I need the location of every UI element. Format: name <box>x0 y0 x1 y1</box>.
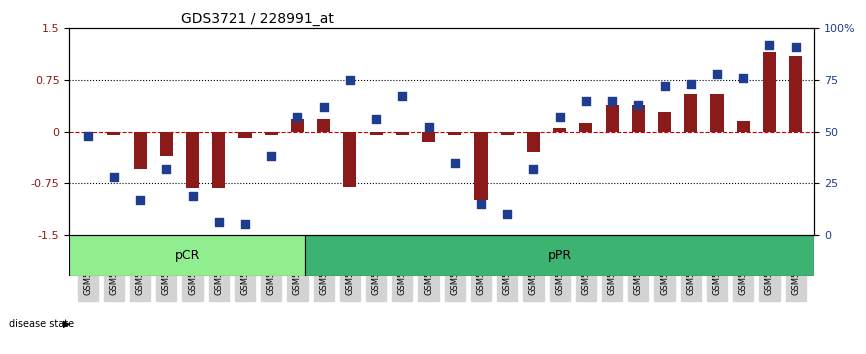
Point <box>448 160 462 165</box>
Point <box>657 83 671 89</box>
Bar <box>396 132 409 135</box>
Point <box>553 114 566 120</box>
Bar <box>763 52 776 132</box>
FancyBboxPatch shape <box>69 235 306 276</box>
Point <box>107 174 120 180</box>
Point <box>290 114 304 120</box>
Text: ▶: ▶ <box>63 319 71 329</box>
Bar <box>789 56 802 132</box>
Bar <box>212 132 225 188</box>
Point <box>185 193 199 198</box>
Point <box>579 98 593 103</box>
Bar <box>159 132 173 156</box>
Bar <box>370 132 383 135</box>
Bar <box>684 94 697 132</box>
Bar <box>317 119 330 132</box>
Text: pPR: pPR <box>547 249 572 262</box>
Point <box>501 211 514 217</box>
Bar <box>186 132 199 188</box>
Bar <box>632 105 645 132</box>
Bar <box>553 128 566 132</box>
Bar <box>475 132 488 200</box>
Bar <box>422 132 435 142</box>
Point <box>396 94 410 99</box>
Bar <box>658 112 671 132</box>
Bar <box>737 121 750 132</box>
Point <box>605 98 619 103</box>
FancyBboxPatch shape <box>306 235 814 276</box>
Point <box>710 71 724 76</box>
Point <box>133 197 147 202</box>
Point <box>369 116 383 122</box>
Bar <box>107 132 120 135</box>
Point <box>422 125 436 130</box>
Bar <box>238 132 251 138</box>
Bar <box>133 132 146 170</box>
Point <box>343 77 357 83</box>
Point <box>684 81 698 87</box>
Point <box>317 104 331 110</box>
Point <box>631 102 645 108</box>
Bar <box>343 132 357 187</box>
Point <box>763 42 777 48</box>
Text: GDS3721 / 228991_at: GDS3721 / 228991_at <box>181 12 334 26</box>
Bar <box>265 132 278 135</box>
Point <box>238 222 252 227</box>
Bar <box>527 132 540 152</box>
Bar <box>291 119 304 132</box>
Point <box>474 201 488 207</box>
Point <box>736 75 750 81</box>
Point <box>212 219 226 225</box>
Point <box>159 166 173 172</box>
Bar <box>501 132 514 135</box>
Point <box>264 154 278 159</box>
Bar <box>579 123 592 132</box>
Bar <box>710 94 724 132</box>
Bar <box>449 132 462 135</box>
Text: pCR: pCR <box>175 249 200 262</box>
Point <box>527 166 540 172</box>
Bar <box>605 105 618 132</box>
Point <box>81 133 94 138</box>
Point <box>789 44 803 50</box>
Text: disease state: disease state <box>9 319 74 329</box>
